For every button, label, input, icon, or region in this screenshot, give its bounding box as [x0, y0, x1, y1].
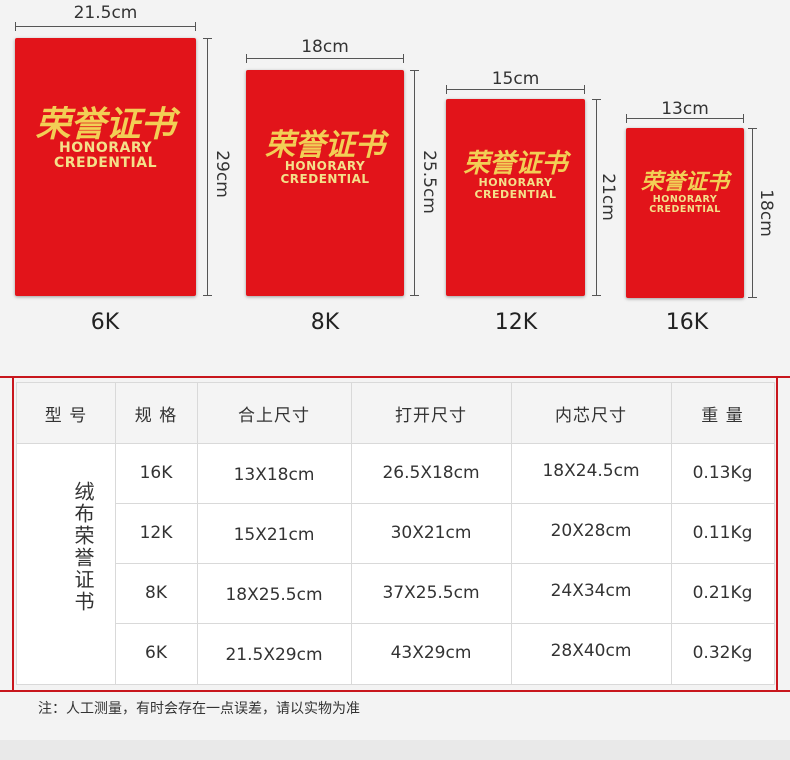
cover-title-en-1: HONORARY	[284, 159, 366, 173]
cover-title-en-1: HONORARY	[58, 140, 152, 156]
column-divider	[115, 383, 116, 684]
width-label-8k: 18cm	[301, 37, 349, 57]
table-cell-open: 30X21cm	[390, 523, 472, 543]
table-cell-weight: 0.32Kg	[692, 643, 753, 663]
table-cell-inner: 28X40cm	[550, 641, 632, 661]
column-divider	[351, 383, 352, 684]
cover-title-en-1: HONORARY	[652, 194, 718, 205]
book-size-16k: 16K	[665, 310, 709, 335]
table-cell-closed: 13X18cm	[233, 465, 315, 485]
height-label-16k: 18cm	[756, 189, 776, 237]
row-divider	[115, 623, 774, 624]
height-label-6k: 29cm	[212, 150, 232, 198]
bottom-band	[0, 740, 790, 760]
table-cell-inner: 20X28cm	[550, 521, 632, 541]
table-cell-closed: 21.5X29cm	[225, 645, 323, 665]
table-cell-open: 26.5X18cm	[382, 463, 480, 483]
cover-title-en-2: CREDENTIAL	[53, 155, 158, 171]
table-cell-weight: 0.13Kg	[692, 463, 753, 483]
row-divider	[115, 563, 774, 564]
height-dimension-line-6k	[203, 38, 212, 296]
frame-left-line	[12, 378, 14, 690]
cover-title-cn: 荣誉证书	[35, 104, 176, 145]
table-cell-spec: 16K	[139, 463, 173, 483]
header-model: 型 号	[44, 405, 88, 426]
table-cell-closed: 15X21cm	[233, 525, 315, 545]
height-label-8k: 25.5cm	[419, 150, 439, 214]
measurement-note: 注：人工测量，有时会存在一点误差，请以实物为准	[38, 701, 360, 717]
frame-top-line	[0, 376, 790, 378]
cover-title-cn: 荣誉证书	[265, 128, 385, 163]
table-cell-weight: 0.21Kg	[692, 583, 753, 603]
book-cover-8k: 荣誉证书 HONORARY CREDENTIAL	[246, 70, 404, 296]
spec-table: 型 号 规 格 合上尺寸 打开尺寸 内芯尺寸 重 量 绒布荣誉证书 16K 13…	[16, 382, 775, 685]
table-cell-closed: 18X25.5cm	[225, 585, 323, 605]
height-dimension-line-12k	[592, 99, 601, 296]
book-cover-12k: 荣誉证书 HONORARY CREDENTIAL	[446, 99, 585, 296]
width-dimension-line-12k	[446, 85, 585, 94]
width-dimension-line-8k	[246, 54, 404, 63]
header-open-size: 打开尺寸	[395, 405, 467, 426]
book-cover-6k: 荣誉证书 HONORARY CREDENTIAL	[15, 38, 196, 296]
width-dimension-line-16k	[626, 114, 744, 123]
table-cell-spec: 6K	[145, 643, 167, 663]
book-size-12k: 12K	[494, 310, 538, 335]
table-cell-spec: 12K	[139, 523, 173, 543]
book-size-8k: 8K	[310, 310, 340, 335]
table-header-row: 型 号 规 格 合上尺寸 打开尺寸 内芯尺寸 重 量	[17, 383, 774, 444]
book-size-6k: 6K	[90, 310, 120, 335]
cover-title-en-2: CREDENTIAL	[280, 172, 370, 186]
column-divider	[511, 383, 512, 684]
height-dimension-line-16k	[748, 128, 757, 298]
header-closed-size: 合上尺寸	[238, 405, 310, 426]
header-weight: 重 量	[701, 405, 744, 426]
table-cell-spec: 8K	[145, 583, 167, 603]
header-inner-size: 内芯尺寸	[555, 405, 627, 426]
cover-title-cn: 荣誉证书	[463, 149, 568, 179]
height-label-12k: 21cm	[598, 173, 618, 221]
table-cell-open: 43X29cm	[390, 643, 472, 663]
frame-bottom-line	[0, 690, 790, 692]
row-divider	[115, 503, 774, 504]
column-divider	[197, 383, 198, 684]
cover-title-cn: 荣誉证书	[640, 169, 729, 195]
frame-right-line	[776, 378, 778, 690]
width-label-16k: 13cm	[661, 99, 709, 119]
table-cell-inner: 18X24.5cm	[542, 461, 640, 481]
cover-title-en-2: CREDENTIAL	[649, 204, 721, 215]
book-cover-16k: 荣誉证书 HONORARY CREDENTIAL	[626, 128, 744, 298]
model-name: 绒布荣誉证书	[71, 481, 95, 613]
width-dimension-line-6k	[15, 22, 196, 31]
height-dimension-line-8k	[410, 70, 419, 296]
column-divider	[671, 383, 672, 684]
table-cell-open: 37X25.5cm	[382, 583, 480, 603]
width-label-12k: 15cm	[491, 69, 540, 89]
table-cell-inner: 24X34cm	[550, 581, 632, 601]
cover-title-en-2: CREDENTIAL	[474, 188, 557, 201]
header-spec: 规 格	[134, 405, 178, 426]
table-cell-weight: 0.11Kg	[692, 523, 753, 543]
cover-title-en-1: HONORARY	[478, 176, 553, 189]
width-label-6k: 21.5cm	[73, 3, 138, 23]
